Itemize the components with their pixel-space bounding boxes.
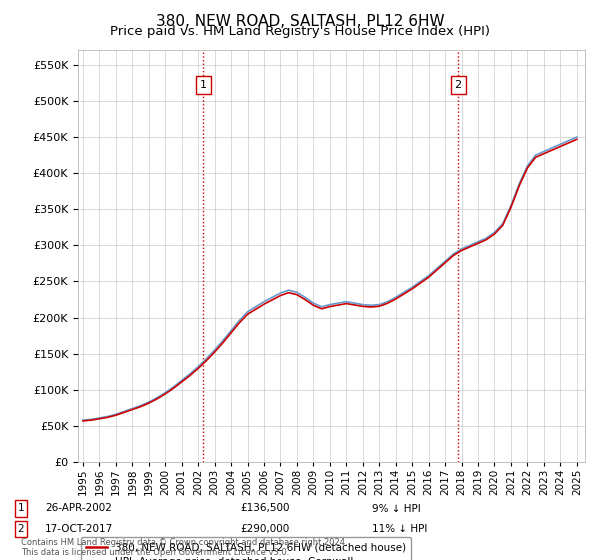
Text: 11% ↓ HPI: 11% ↓ HPI bbox=[372, 524, 427, 534]
Text: 9% ↓ HPI: 9% ↓ HPI bbox=[372, 503, 421, 514]
Text: 17-OCT-2017: 17-OCT-2017 bbox=[45, 524, 113, 534]
Text: 1: 1 bbox=[200, 81, 207, 90]
Text: 380, NEW ROAD, SALTASH, PL12 6HW: 380, NEW ROAD, SALTASH, PL12 6HW bbox=[155, 14, 445, 29]
Text: 2: 2 bbox=[455, 81, 461, 90]
Text: £136,500: £136,500 bbox=[240, 503, 290, 514]
Text: 26-APR-2002: 26-APR-2002 bbox=[45, 503, 112, 514]
Text: £290,000: £290,000 bbox=[240, 524, 289, 534]
Legend: 380, NEW ROAD, SALTASH, PL12 6HW (detached house), HPI: Average price, detached : 380, NEW ROAD, SALTASH, PL12 6HW (detach… bbox=[80, 537, 412, 560]
Text: 2: 2 bbox=[17, 524, 25, 534]
Text: Price paid vs. HM Land Registry's House Price Index (HPI): Price paid vs. HM Land Registry's House … bbox=[110, 25, 490, 38]
Text: 1: 1 bbox=[17, 503, 25, 514]
Text: Contains HM Land Registry data © Crown copyright and database right 2024.
This d: Contains HM Land Registry data © Crown c… bbox=[21, 538, 347, 557]
